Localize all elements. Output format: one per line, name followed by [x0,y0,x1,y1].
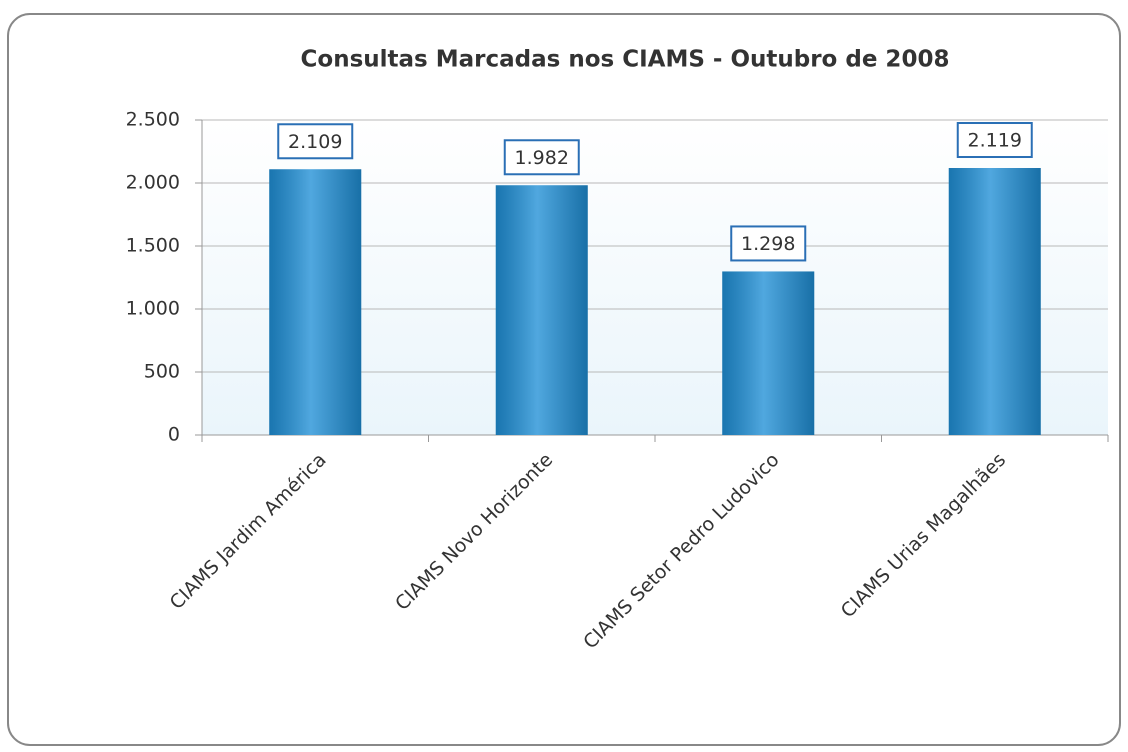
y-tick-label: 1.000 [126,298,180,320]
y-tick-label: 500 [144,361,180,383]
y-tick-label: 1.500 [126,235,180,257]
y-tick-label: 2.500 [126,109,180,131]
value-label: 1.298 [741,233,795,255]
bar-shade [948,168,1041,436]
value-label-box [503,139,580,176]
value-label: 1.982 [515,147,569,169]
bar-shade [722,271,815,435]
value-label-box [956,122,1033,159]
bar-shade [495,185,588,435]
value-label-box [730,225,807,262]
chart-title: Consultas Marcadas nos CIAMS - Outubro d… [301,47,950,73]
y-tick-label: 2.000 [126,172,180,194]
value-label-box [277,123,354,160]
value-label: 2.109 [288,131,342,153]
bar-shade [269,169,362,436]
y-tick-label: 0 [168,424,180,446]
value-label: 2.119 [968,130,1022,152]
